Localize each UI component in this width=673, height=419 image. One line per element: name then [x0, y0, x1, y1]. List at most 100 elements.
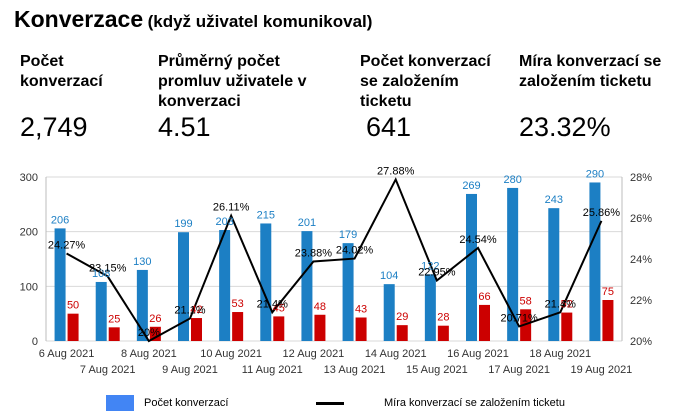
bar-tickets: [232, 312, 244, 341]
x-tick-label: 9 Aug 2021: [162, 364, 218, 376]
data-label-ticket-rate: 23.15%: [89, 262, 127, 274]
bar-tickets: [355, 317, 367, 341]
data-label-ticket-rate: 23.88%: [295, 247, 333, 259]
data-label-tickets: 29: [396, 311, 408, 323]
data-label-ticket-rate: 26.11%: [213, 202, 250, 214]
data-label-ticket-rate: 24.54%: [459, 234, 497, 246]
y-right-tick-label: 26%: [630, 213, 652, 225]
data-label-ticket-rate: 24.27%: [48, 239, 86, 251]
bar-conversations: [95, 281, 107, 341]
y-left-tick-label: 0: [32, 336, 38, 348]
kpi-label: Počet konverzací: [20, 53, 103, 90]
bar-tickets: [314, 314, 326, 341]
data-label-conversations: 206: [51, 214, 69, 226]
bar-conversations: [54, 228, 66, 341]
y-left-tick-label: 100: [20, 281, 38, 293]
kpi-value: 4.51: [158, 112, 211, 142]
x-tick-label: 8 Aug 2021: [121, 348, 177, 360]
data-label-conversations: 269: [462, 180, 480, 192]
kpi-card-avg-utterances: Průměrný počet promluv uživatele v konve…: [158, 52, 323, 142]
kpi-label: Počet konverzací se založením ticketu: [360, 53, 491, 110]
bar-tickets: [396, 325, 408, 341]
bar-tickets: [561, 312, 573, 341]
data-label-tickets: 75: [602, 286, 614, 298]
x-tick-label: 12 Aug 2021: [283, 348, 345, 360]
bar-tickets: [479, 304, 490, 341]
kpi-card-conversations: Počet konverzací 2,749: [20, 52, 140, 142]
data-label-conversations: 104: [380, 270, 398, 282]
page-title: Konverzace (když uživatel komunikoval): [14, 6, 372, 33]
title-subtitle: (když uživatel komunikoval): [147, 12, 373, 31]
y-right-tick-label: 22%: [630, 295, 652, 307]
bar-conversations: [589, 182, 601, 341]
data-label-tickets: 25: [108, 313, 120, 325]
data-label-ticket-rate: 21.4%: [545, 298, 576, 310]
x-tick-label: 6 Aug 2021: [39, 348, 95, 360]
legend-line-ticket-rate: [316, 402, 344, 405]
data-label-conversations: 130: [133, 256, 151, 268]
x-tick-label: 16 Aug 2021: [447, 348, 509, 360]
bar-tickets: [437, 325, 449, 341]
x-tick-label: 18 Aug 2021: [529, 348, 591, 360]
data-label-ticket-rate: 20.71%: [500, 312, 538, 324]
data-label-ticket-rate: 24.02%: [336, 245, 374, 257]
x-tick-label: 14 Aug 2021: [365, 348, 427, 360]
data-label-conversations: 203: [215, 216, 233, 228]
y-right-tick-label: 24%: [630, 254, 652, 266]
data-label-ticket-rate: 21.1%: [174, 304, 205, 316]
kpi-label: Průměrný počet promluv uživatele v konve…: [158, 53, 307, 110]
bar-conversations: [466, 193, 477, 341]
y-left-tick-label: 300: [20, 172, 38, 184]
bar-conversations: [136, 269, 148, 341]
data-label-tickets: 66: [478, 291, 490, 303]
data-label-conversations: 122: [421, 260, 439, 272]
data-label-tickets: 26: [149, 313, 161, 325]
data-label-conversations: 179: [339, 229, 357, 241]
kpi-value: 2,749: [20, 112, 88, 142]
bar-tickets: [67, 313, 79, 341]
kpi-card-ticket-conversations: Počet konverzací se založením ticketu 64…: [360, 52, 510, 142]
data-label-conversations: 290: [586, 168, 604, 180]
data-label-tickets: 48: [314, 301, 326, 313]
x-tick-label: 7 Aug 2021: [80, 364, 136, 376]
bar-tickets: [108, 327, 120, 341]
kpi-card-ticket-rate: Míra konverzací se založením ticketu 23.…: [519, 52, 669, 142]
data-label-conversations: 215: [257, 209, 275, 221]
data-label-ticket-rate: 20%: [138, 327, 160, 339]
bar-conversations: [342, 243, 354, 341]
data-label-conversations: 199: [174, 218, 192, 230]
x-tick-label: 13 Aug 2021: [324, 364, 386, 376]
kpi-value: 23.32%: [519, 112, 611, 142]
bar-tickets: [273, 316, 285, 341]
x-tick-label: 10 Aug 2021: [200, 348, 262, 360]
data-label-conversations: 201: [298, 217, 316, 229]
x-tick-label: 19 Aug 2021: [571, 364, 633, 376]
legend-label-conversations: Počet konverzací: [144, 397, 229, 409]
title-main: Konverzace: [14, 6, 144, 32]
bar-conversations: [178, 232, 189, 341]
y-right-tick-label: 28%: [630, 172, 652, 184]
bar-conversations: [548, 208, 560, 341]
bar-conversations: [260, 223, 272, 341]
data-label-ticket-rate: 27.88%: [377, 165, 415, 177]
bar-conversations: [424, 274, 436, 341]
data-label-ticket-rate: 22.95%: [418, 267, 456, 279]
bar-conversations: [219, 230, 231, 341]
bar-tickets: [149, 326, 161, 341]
data-label-tickets: 28: [437, 312, 449, 324]
data-label-tickets: 53: [232, 298, 244, 310]
data-label-ticket-rate: 21.4%: [257, 298, 288, 310]
line-ticket-rate: [66, 177, 603, 343]
x-tick-label: 17 Aug 2021: [488, 364, 550, 376]
x-tick-label: 11 Aug 2021: [242, 364, 303, 376]
y-right-tick-label: 20%: [630, 336, 652, 348]
kpi-label: Míra konverzací se založením ticketu: [519, 53, 662, 90]
legend-swatch-conversations: [106, 395, 134, 411]
bar-conversations: [301, 231, 313, 341]
data-label-conversations: 280: [503, 174, 521, 186]
data-label-tickets: 50: [67, 300, 79, 312]
legend-label-ticket-rate: Míra konverzací se založením ticketu: [384, 397, 565, 409]
data-label-tickets: 45: [273, 302, 285, 314]
bar-conversations: [507, 187, 519, 341]
